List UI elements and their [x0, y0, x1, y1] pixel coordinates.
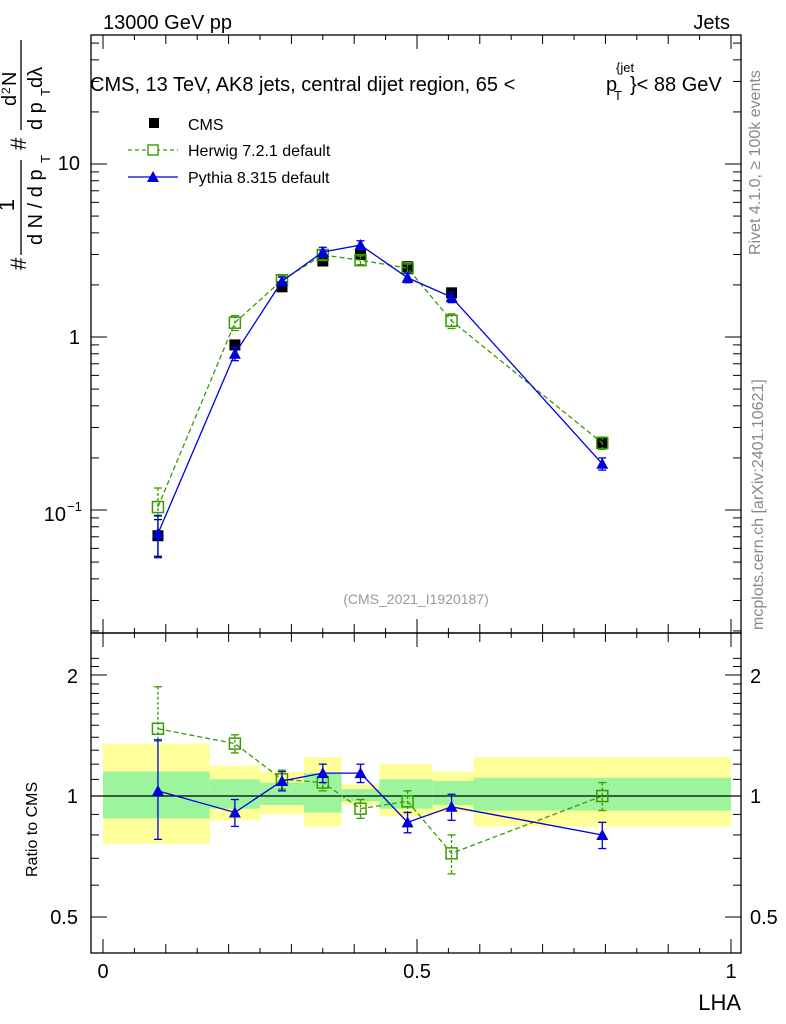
plot-title-end: }< 88 GeV [630, 74, 722, 96]
ratio-pythia-point [596, 828, 609, 840]
herwig-line [157, 254, 603, 508]
herwig-point [596, 436, 609, 450]
x-tick-label-0p5: 0.5 [403, 961, 431, 983]
legend-label-pythia: Pythia 8.315 default [188, 170, 330, 187]
ratio-herwig-line [157, 728, 603, 855]
herwig-point [151, 500, 165, 514]
ratio-tick-label-1-right: 1 [750, 786, 761, 808]
legend-marker-herwig [147, 144, 159, 156]
analysis-watermark: (CMS_2021_I1920187) [343, 591, 489, 607]
ratio-herwig-point [445, 847, 458, 860]
main-tick-label-1: 1 [69, 327, 80, 349]
ratio-pythia-point [275, 774, 288, 786]
band-inner-bin-4 [341, 789, 380, 802]
cms-point [276, 281, 288, 293]
cms-series [152, 248, 608, 557]
ratio-pythia-point [316, 767, 329, 779]
ratio-pythia-point [228, 806, 241, 818]
legend: CMS Herwig 7.2.1 default Pythia 8.315 de… [128, 117, 331, 187]
pythia-point [275, 275, 288, 287]
ratio-pythia-line [157, 772, 603, 836]
pythia-point [151, 527, 164, 539]
x-axis-label: LHA [698, 990, 741, 1015]
ylabel-frac2-num: d [0, 95, 21, 106]
pythia-series [151, 239, 609, 559]
ratio-series-layer [151, 686, 609, 875]
herwig-point [354, 253, 367, 267]
ylabel-frac-den: d N / d p [25, 169, 47, 245]
ratio-y-axis-label: Ratio to CMS [24, 782, 41, 877]
ratio-pythia-point [354, 767, 367, 779]
rivet-label: Rivet 4.1.0, ≥ 100k events [747, 70, 764, 255]
ylabel-mid: # [6, 137, 31, 150]
legend-marker-cms [149, 118, 159, 128]
x-tick-label-1: 1 [725, 961, 736, 983]
pythia-point [401, 271, 414, 283]
main-tick-label-10: 10 [58, 153, 80, 175]
ylabel-frac-num: 1 [0, 199, 19, 211]
legend-label-herwig: Herwig 7.2.1 default [188, 143, 331, 160]
ylabel-frac2-den: d p [25, 102, 47, 130]
ylabel-frac2-num-sup: 2 [0, 87, 13, 94]
ratio-herwig-point [151, 722, 165, 735]
ratio-pythia-point [151, 784, 164, 796]
ylabel-frac2-num-end: N [0, 72, 21, 86]
plot-title-sup: {jet [616, 60, 634, 75]
legend-label-cms: CMS [188, 117, 224, 134]
header-left-label: 13000 GeV pp [103, 12, 232, 34]
ylabel-frac2-den-sub: T [38, 88, 53, 96]
herwig-point [228, 316, 242, 329]
plot-title-main: CMS, 13 TeV, AK8 jets, central dijet reg… [90, 74, 515, 96]
ratio-pythia-point [401, 816, 414, 828]
x-tick-label-0: 0 [97, 961, 108, 983]
ratio-herwig-point [401, 795, 414, 808]
ratio-tick-label-0p5-right: 0.5 [750, 907, 778, 929]
pythia-point [316, 245, 329, 257]
main-tick-label-0p1-base: 10 [44, 504, 66, 526]
ratio-tick-label-0p5: 0.5 [50, 907, 78, 929]
ylabel-frac2-den-end: dλ [25, 67, 47, 88]
pythia-point [228, 347, 241, 359]
pythia-line [157, 244, 603, 534]
ratio-axis-ticks [91, 633, 741, 953]
ylabel-prefix: # [6, 257, 31, 270]
herwig-point [445, 314, 458, 328]
band-inner-bin-6 [432, 780, 474, 805]
cms-point [229, 339, 241, 351]
plot-title: CMS, 13 TeV, AK8 jets, central dijet reg… [90, 60, 722, 103]
main-axis-ticks [91, 35, 741, 633]
ratio-plot-frame [90, 632, 742, 954]
ratio-herwig-point [596, 789, 609, 803]
plot-title-sub: T [614, 88, 622, 103]
ratio-tick-label-2-right: 2 [750, 666, 761, 688]
mcplots-label: mcplots.cern.ch [arXiv:2401.10621] [750, 379, 767, 630]
header-right-label: Jets [693, 12, 730, 34]
pythia-point [596, 457, 609, 469]
ratio-tick-label-2: 2 [67, 666, 78, 688]
ratio-uncertainty-bands [91, 743, 741, 844]
herwig-series [151, 248, 609, 517]
main-tick-label-0p1-exp: −1 [67, 499, 82, 514]
pythia-point [445, 291, 458, 303]
ratio-herwig-point [354, 802, 367, 815]
plot-title-var: p [606, 74, 617, 96]
ratio-pythia-point [445, 800, 458, 812]
main-series-layer [151, 239, 609, 559]
ratio-herwig-point [228, 737, 242, 750]
ratio-tick-label-1: 1 [67, 786, 78, 808]
main-y-axis-label: # 1 d N / d p T # d 2 N d p T dλ [0, 40, 53, 270]
ylabel-sub: T [38, 155, 53, 163]
legend-marker-pythia [147, 171, 159, 182]
ratio-pythia-series [151, 739, 609, 850]
pythia-point [354, 239, 367, 251]
